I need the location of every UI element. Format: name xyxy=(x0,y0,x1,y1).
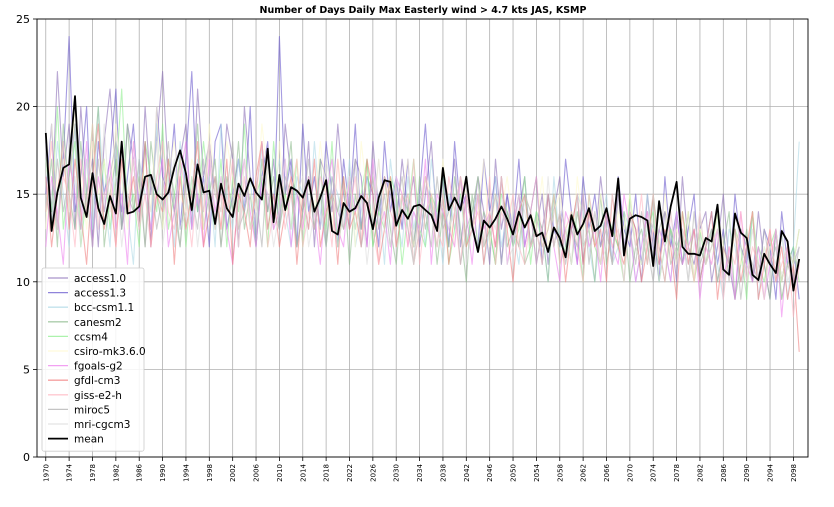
plot-frame xyxy=(36,18,809,458)
legend-label: mri-cgcm3 xyxy=(74,419,130,431)
x-axis: 1970 1974 1978 1982 1986 1990 1994 1998 2002 2006… xyxy=(42,457,798,482)
series-line-mean xyxy=(44,95,801,292)
x-tick-label: 1974 xyxy=(66,463,74,481)
x-tick-label: 2026 xyxy=(369,463,377,481)
x-tick-label: 2098 xyxy=(790,464,798,482)
x-tick-label: 2070 xyxy=(626,464,634,482)
legend-label: ccsm4 xyxy=(74,331,108,343)
x-tick-label: 2050 xyxy=(510,464,518,482)
y-tick-label: 15 xyxy=(16,188,30,201)
x-tick-label: 2086 xyxy=(720,463,728,481)
x-tick-label: 2042 xyxy=(463,464,471,482)
y-tick-label: 0 xyxy=(23,451,30,464)
x-tick-label: 2082 xyxy=(696,464,704,482)
x-tick-label: 2002 xyxy=(229,464,237,482)
x-tick-label: 2074 xyxy=(650,463,658,481)
legend-box xyxy=(41,267,145,452)
x-tick-label: 2034 xyxy=(416,463,424,481)
legend-label: mean xyxy=(74,434,104,446)
legend-label: bcc-csm1.1 xyxy=(74,302,134,314)
x-tick-label: 1982 xyxy=(112,464,120,482)
x-tick-label: 1978 xyxy=(89,464,97,482)
y-tick-label: 20 xyxy=(16,101,30,114)
chart-title: Number of Days Daily Max Easterly wind >… xyxy=(260,5,587,16)
x-tick-label: 1998 xyxy=(206,464,214,482)
x-tick-label: 2078 xyxy=(673,464,681,482)
legend-label: giss-e2-h xyxy=(74,390,122,402)
x-tick-label: 2010 xyxy=(276,464,284,482)
x-tick-label: 2062 xyxy=(580,464,588,482)
x-tick-label: 2022 xyxy=(346,464,354,482)
x-tick-label: 2038 xyxy=(439,464,447,482)
x-tick-label: 2090 xyxy=(743,464,751,482)
x-tick-label: 2066 xyxy=(603,463,611,481)
x-tick-label: 2014 xyxy=(299,463,307,481)
legend-label: canesm2 xyxy=(74,317,122,329)
series-line-fgoals-g2 xyxy=(45,141,800,318)
x-tick-label: 2006 xyxy=(253,463,261,481)
x-tick-label: 2046 xyxy=(486,463,494,481)
x-tick-label: 2054 xyxy=(533,463,541,481)
y-tick-label: 5 xyxy=(23,363,30,376)
x-tick-label: 1994 xyxy=(182,463,190,481)
y-tick-label: 10 xyxy=(16,276,30,289)
y-tick-label: 25 xyxy=(16,13,30,26)
legend-label: gfdl-cm3 xyxy=(74,375,120,387)
x-tick-label: 1970 xyxy=(42,464,50,482)
legend-label: access1.0 xyxy=(74,273,126,285)
x-tick-label: 2058 xyxy=(556,464,564,482)
x-tick-label: 2018 xyxy=(323,464,331,482)
series-lines xyxy=(44,35,801,352)
legend-label: csiro-mk3.6.0 xyxy=(74,346,146,358)
x-tick-label: 2094 xyxy=(767,463,775,481)
y-axis: 0 5 10 15 20 25 xyxy=(16,13,37,464)
x-tick-label: 1990 xyxy=(159,464,167,482)
x-tick-label: 2030 xyxy=(393,464,401,482)
legend-label: fgoals-g2 xyxy=(74,361,123,373)
legend-label: access1.3 xyxy=(74,288,126,300)
x-tick-label: 1986 xyxy=(136,463,144,481)
legend: access1.0 access1.3 bcc-csm1.1 canesm2 ccsm4… xyxy=(41,267,146,452)
legend-label: miroc5 xyxy=(74,404,110,416)
